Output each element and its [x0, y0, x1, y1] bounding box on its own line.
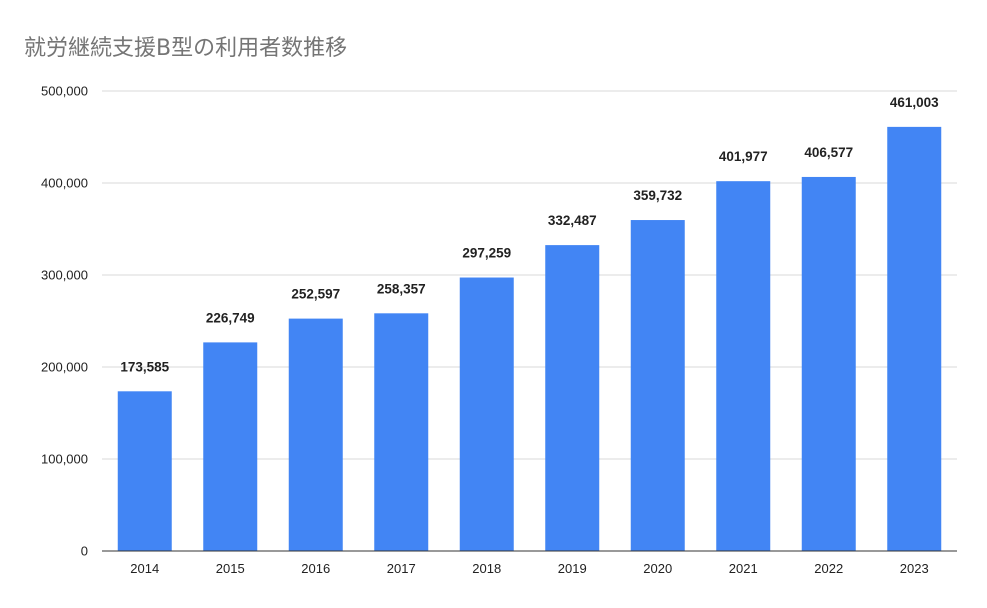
bar: [288, 318, 343, 551]
x-tick-label: 2021: [729, 561, 758, 576]
data-label: 406,577: [804, 145, 853, 160]
y-tick-label: 400,000: [41, 176, 88, 191]
x-tick-label: 2020: [643, 561, 672, 576]
x-tick-label: 2014: [130, 561, 159, 576]
bar: [459, 277, 514, 551]
y-tick-label: 0: [81, 544, 88, 559]
bar: [545, 245, 600, 552]
x-tick-label: 2023: [900, 561, 929, 576]
y-tick-label: 300,000: [41, 268, 88, 283]
bars: [117, 126, 942, 552]
data-label: 401,977: [719, 149, 768, 164]
data-label: 252,597: [291, 287, 340, 302]
chart-title: 就労継続支援B型の利用者数推移: [24, 36, 348, 61]
x-tick-label: 2019: [558, 561, 587, 576]
x-tick-label: 2016: [301, 561, 330, 576]
bar: [630, 220, 685, 551]
bar: [716, 181, 771, 552]
x-axis-labels: 2014 2015 2016 2017 2018 2019 2020 2021 2022 2023: [130, 561, 928, 576]
data-label: 173,585: [120, 359, 169, 374]
bar: [117, 391, 172, 551]
bar: [801, 176, 856, 551]
y-tick-label: 200,000: [41, 360, 88, 375]
data-label: 258,357: [377, 281, 426, 296]
y-tick-label: 500,000: [41, 84, 88, 99]
data-label: 297,259: [462, 246, 511, 261]
y-tick-label: 100,000: [41, 452, 88, 467]
bar: [887, 126, 942, 551]
x-tick-label: 2018: [472, 561, 501, 576]
y-axis-labels: 0 100,000 200,000 300,000 400,000 500,000: [41, 84, 88, 559]
data-labels: 173,585 226,749 252,597 258,357 297,259 332,4…: [120, 95, 939, 374]
data-label: 359,732: [633, 188, 682, 203]
x-tick-label: 2017: [387, 561, 416, 576]
bar: [203, 342, 258, 551]
x-tick-label: 2015: [216, 561, 245, 576]
data-label: 461,003: [890, 95, 939, 110]
bar: [374, 313, 429, 551]
x-tick-label: 2022: [814, 561, 843, 576]
data-label: 226,749: [206, 310, 255, 325]
data-label: 332,487: [548, 213, 597, 228]
